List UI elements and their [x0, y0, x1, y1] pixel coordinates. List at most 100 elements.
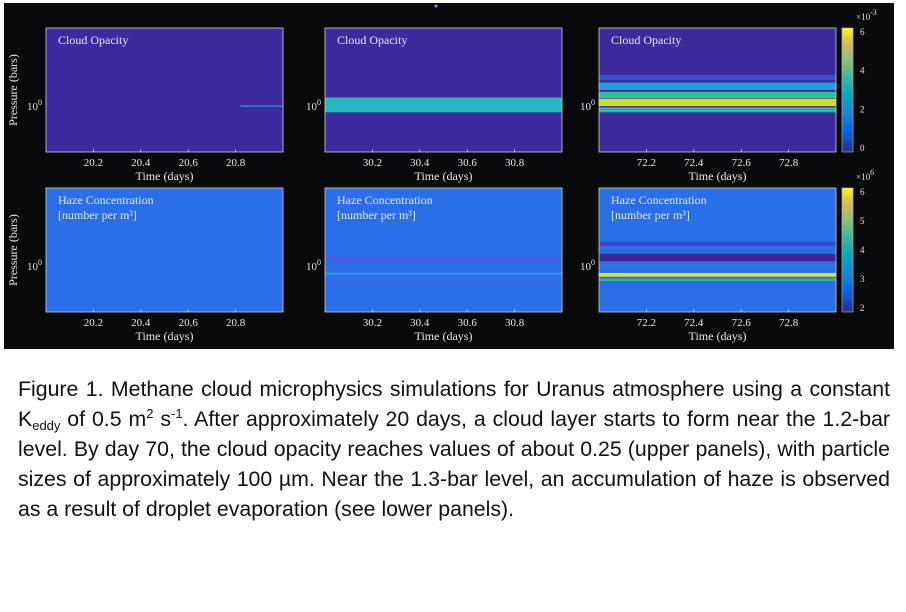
- ytick-label-base: 10: [27, 101, 39, 113]
- xlabel: Time (days): [136, 329, 194, 343]
- ytick-label: 100: [306, 258, 321, 273]
- xtick-label: 72.4: [684, 317, 704, 329]
- panel-band: [599, 107, 836, 113]
- panel-title: Haze Concentration: [611, 193, 707, 207]
- panel-band: [240, 105, 283, 107]
- panel-frame: [45, 187, 284, 313]
- panel-opacity-3: [598, 27, 837, 153]
- panel-band: [599, 82, 836, 90]
- xtick-label: 20.6: [179, 157, 199, 169]
- xlabel: Time (days): [415, 329, 473, 343]
- ytick-label-base: 10: [27, 261, 39, 273]
- xtick-label: 30.4: [410, 317, 430, 329]
- panel-haze-3: [598, 187, 837, 313]
- ylabel-row-2: Pressure (bars): [6, 214, 20, 286]
- panel-band: [325, 97, 562, 113]
- panel-band: [599, 272, 836, 277]
- xtick-label: 72.8: [779, 157, 799, 169]
- xtick-label: 30.2: [363, 317, 382, 329]
- figure-caption: Figure 1. Methane cloud microphysics sim…: [18, 374, 890, 524]
- xtick-label: 72.2: [637, 317, 656, 329]
- ytick-label: 100: [27, 98, 42, 113]
- ytick-label: 100: [580, 258, 595, 273]
- ytick-label-exponent: 0: [38, 98, 42, 107]
- caption-k-subscript: eddy: [32, 418, 61, 433]
- panel-band: [599, 241, 836, 246]
- xtick-label: 20.8: [226, 317, 246, 329]
- colorbar-tick: 6: [860, 27, 865, 37]
- colorbar-tick: 0: [860, 143, 865, 153]
- xtick-label: 20.8: [226, 157, 246, 169]
- panel-opacity-2: [324, 27, 563, 153]
- colorbar-multiplier-base: ×10: [856, 172, 871, 182]
- panel-background: [325, 188, 562, 312]
- panel-band: [325, 257, 562, 260]
- caption-text-2: of 0.5 m: [60, 407, 147, 431]
- panel-haze-1: [45, 187, 284, 313]
- colorbar-multiplier: ×10-3: [856, 8, 877, 22]
- panel-band: [599, 253, 836, 262]
- ytick-label-exponent: 0: [317, 258, 321, 267]
- xtick-label: 20.2: [84, 317, 103, 329]
- panel-frame: [598, 27, 837, 153]
- ytick-label: 100: [306, 98, 321, 113]
- panel-subtitle: [number per m³]: [337, 208, 416, 222]
- xtick-label: 30.8: [505, 157, 525, 169]
- xtick-label: 20.4: [131, 317, 151, 329]
- figure-marker-dot: [434, 4, 438, 8]
- caption-text-3: s: [153, 407, 171, 431]
- panel-subtitle: [number per m³]: [58, 208, 137, 222]
- panel-band: [599, 91, 836, 99]
- colorbar-multiplier: ×106: [856, 168, 874, 182]
- ytick-label-exponent: 0: [591, 258, 595, 267]
- xtick-label: 20.4: [131, 157, 151, 169]
- simulation-figure: Pressure (bars) Cloud Opacity 100 20.2 20.4 2…: [4, 3, 894, 349]
- ytick-label-exponent: 0: [591, 98, 595, 107]
- panel-title: Cloud Opacity: [58, 33, 128, 47]
- caption-m-superscript: 2: [146, 406, 154, 421]
- panel-opacity-1: [45, 27, 284, 153]
- panel-band: [599, 278, 836, 281]
- panel-band: [599, 75, 836, 81]
- panel-subtitle: [number per m³]: [611, 208, 690, 222]
- caption-text-4: . After approximately 20 days, a cloud l…: [18, 407, 891, 521]
- xlabel: Time (days): [689, 329, 747, 343]
- ylabel-row-1: Pressure (bars): [6, 54, 20, 126]
- xtick-label: 20.6: [179, 317, 199, 329]
- panel-band: [325, 272, 562, 275]
- panel-title: Cloud Opacity: [611, 33, 681, 47]
- panel-frame: [324, 27, 563, 153]
- ytick-label: 100: [580, 98, 595, 113]
- colorbar-multiplier-exponent: -3: [870, 8, 877, 17]
- colorbar-tick: 2: [860, 104, 865, 114]
- xtick-label: 72.6: [732, 157, 752, 169]
- ytick-label-base: 10: [580, 261, 592, 273]
- xtick-label: 72.2: [637, 157, 656, 169]
- ytick-label: 100: [27, 258, 42, 273]
- colorbar-multiplier-exponent: 6: [870, 168, 874, 177]
- ytick-label-exponent: 0: [317, 98, 321, 107]
- xtick-label: 30.8: [505, 317, 525, 329]
- panel-haze-2: [324, 187, 563, 313]
- panel-frame: [324, 187, 563, 313]
- ytick-label-exponent: 0: [38, 258, 42, 267]
- caption-s-superscript: -1: [170, 406, 183, 421]
- xtick-label: 20.2: [84, 157, 103, 169]
- panel-background: [46, 28, 283, 152]
- colorbar-tick: 3: [860, 274, 865, 284]
- colorbar-tick: 4: [860, 245, 865, 255]
- ytick-label-base: 10: [306, 261, 318, 273]
- xtick-label: 30.2: [363, 157, 382, 169]
- panel-title: Cloud Opacity: [337, 33, 407, 47]
- panel-background: [599, 188, 836, 312]
- ytick-label-base: 10: [580, 101, 592, 113]
- xtick-label: 30.6: [458, 317, 478, 329]
- colorbar-tick: 6: [860, 187, 865, 197]
- panel-title: Haze Concentration: [58, 193, 154, 207]
- xtick-label: 72.4: [684, 157, 704, 169]
- caption-text-1: Figure 1. Methane cloud microphysics sim…: [18, 377, 890, 431]
- colorbar-multiplier-base: ×10: [856, 12, 871, 22]
- xlabel: Time (days): [689, 169, 747, 183]
- panel-band: [599, 98, 836, 107]
- colorbar-tick: 5: [860, 216, 865, 226]
